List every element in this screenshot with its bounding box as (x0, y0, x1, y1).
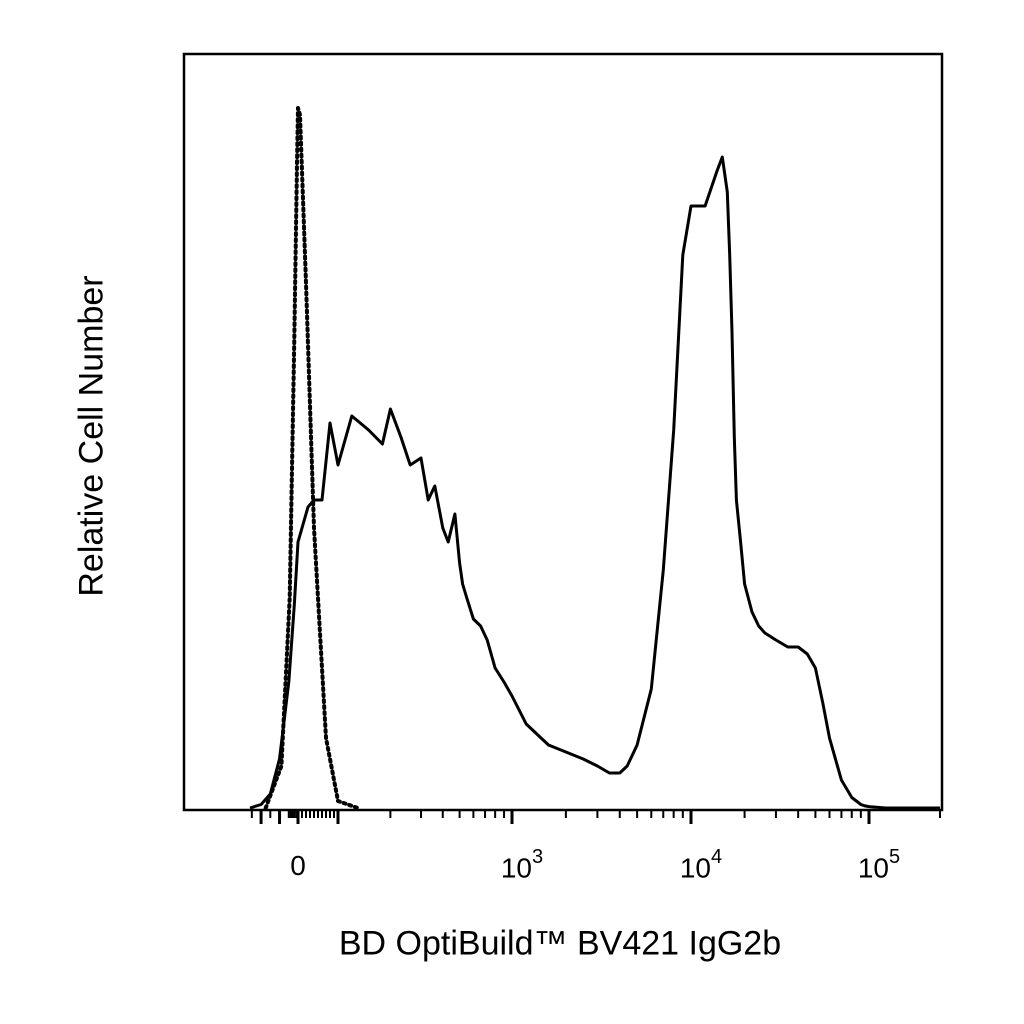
tick-label-exponent: 4 (711, 846, 723, 868)
tick-label-base: 10 (500, 852, 533, 884)
x-tick-label: 103 (500, 846, 543, 884)
tick-label-base: 10 (857, 852, 890, 884)
x-tick-label: 105 (857, 846, 900, 884)
x-tick-label: 104 (679, 846, 722, 884)
series-layer (249, 106, 940, 810)
x-axis-label: BD OptiBuild™ BV421 IgG2b (338, 924, 782, 963)
stained-solid-histogram (249, 155, 940, 810)
tick-label-base: 10 (679, 852, 712, 884)
tick-label-exponent: 3 (532, 846, 544, 868)
tick-label-base: 0 (290, 850, 306, 881)
plot-frame (182, 52, 944, 812)
tick-label-exponent: 5 (889, 846, 901, 868)
x-tick-label: 0 (290, 850, 306, 882)
isotype-dotted-histogram (263, 106, 360, 810)
y-axis-label: Relative Cell Number (72, 275, 111, 597)
x-axis-ticks (250, 810, 941, 824)
